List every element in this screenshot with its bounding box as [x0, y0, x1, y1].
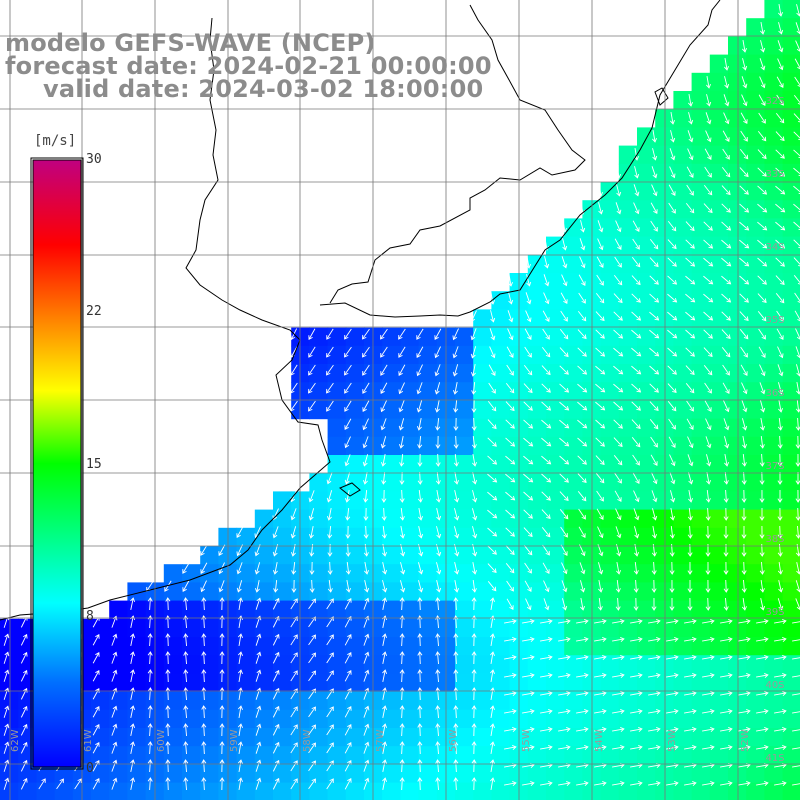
- colorbar-tick-30: 30: [86, 152, 102, 167]
- lon-label: 59W: [229, 729, 240, 752]
- lat-label: 39S: [765, 607, 784, 618]
- coastline: [0, 0, 721, 621]
- forecast-date: forecast date: 2024-02-21 00:00:00: [5, 52, 492, 80]
- lat-label: 38S: [765, 534, 784, 545]
- lon-label: 56W: [448, 729, 459, 752]
- lon-label: 58W: [302, 729, 313, 752]
- lat-label: 41S: [765, 753, 784, 764]
- lon-label: 54W: [594, 729, 605, 752]
- wind-arrows: [3, 4, 800, 791]
- colorbar: [32, 159, 82, 768]
- colorbar-frame: [30, 157, 84, 770]
- lat-label: 40S: [765, 680, 784, 691]
- lat-label: 35S: [765, 315, 784, 326]
- lon-label: 53W: [667, 729, 678, 752]
- lon-label: 55W: [521, 729, 532, 752]
- lat-label: 36S: [765, 388, 784, 399]
- lat-label: 32S: [765, 96, 784, 107]
- latitude-labels: 32S 33S 34S 35S 36S 37S 38S 39S 40S 41S: [765, 96, 784, 764]
- model-title: modelo GEFS-WAVE (NCEP): [5, 29, 376, 57]
- lat-label: 37S: [765, 461, 784, 472]
- colorbar-tick-15: 15: [86, 457, 102, 472]
- lat-label: 33S: [765, 169, 784, 180]
- colorbar-tick-22: 22: [86, 304, 102, 319]
- colorbar-tick-0: 0: [86, 761, 94, 776]
- lon-label: 57W: [375, 729, 386, 752]
- lon-label: 52W: [740, 729, 751, 752]
- lon-label: 61W: [83, 729, 94, 752]
- colorbar-tick-8: 8: [86, 609, 94, 624]
- longitude-labels: 62W61W60W59W58W57W56W55W54W53W52W51W50W: [10, 729, 751, 752]
- lat-label: 34S: [765, 242, 784, 253]
- lon-label: 62W: [10, 729, 21, 752]
- lon-label: 60W: [156, 729, 167, 752]
- colorbar-unit: [m/s]: [34, 133, 77, 149]
- valid-date: valid date: 2024-03-02 18:00:00: [43, 75, 484, 103]
